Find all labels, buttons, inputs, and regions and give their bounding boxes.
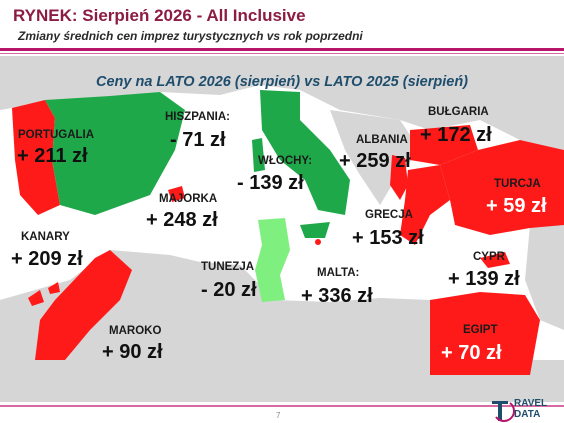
value-bulgaria: + 172 zł: [420, 124, 492, 146]
region-grecja-shape: [400, 165, 450, 245]
region-bulgaria-shape: [410, 125, 478, 165]
region-egipt-shape: [430, 292, 540, 375]
label-turcja: TURCJA: [494, 178, 541, 190]
region-malta-shape: [315, 239, 321, 245]
label-bulgaria: BUŁGARIA: [428, 106, 489, 118]
region-kanary-shape: [28, 282, 60, 306]
label-grecja: GRECJA: [365, 209, 413, 221]
region-hiszpania-shape: [45, 92, 185, 215]
label-portugalia: PORTUGALIA: [18, 129, 95, 141]
value-egipt: + 70 zł: [441, 342, 502, 364]
logo-text-bottom: DATA: [514, 409, 541, 420]
value-wlochy: - 139 zł: [237, 172, 304, 194]
label-malta: MALTA:: [317, 267, 360, 279]
header-rule: [0, 48, 564, 51]
value-grecja: + 153 zł: [352, 227, 424, 249]
region-wlochy-sicily: [300, 222, 330, 238]
value-tunezja: - 20 zł: [201, 279, 257, 301]
value-turcja: + 59 zł: [486, 195, 547, 217]
land-balkans: [330, 110, 420, 205]
land-bottom-band: [0, 360, 564, 402]
region-albania-shape: [390, 155, 408, 200]
label-hiszpania: HISZPANIA:: [165, 111, 230, 123]
label-cypr: CYPR: [473, 251, 505, 263]
travel-data-logo: [492, 401, 515, 422]
value-albania: + 259 zł: [339, 150, 411, 172]
value-malta: + 336 zł: [301, 285, 373, 307]
land-levant: [525, 215, 564, 330]
label-wlochy: WŁOCHY:: [258, 155, 313, 167]
map-svg: [0, 56, 564, 402]
label-egipt: EGIPT: [463, 324, 498, 336]
footer-rule: [0, 405, 564, 407]
label-majorka: MAJORKA: [159, 193, 218, 205]
value-maroko: + 90 zł: [102, 341, 163, 363]
label-tunezja: TUNEZJA: [201, 261, 255, 273]
region-wlochy-shape: [260, 90, 350, 215]
logo-t-glyph: [492, 401, 508, 421]
region-cypr-shape: [480, 252, 510, 268]
price-change-map: [0, 56, 564, 402]
region-wlochy-sardinia: [252, 138, 265, 172]
label-maroko: MAROKO: [109, 325, 162, 337]
value-kanary: + 209 zł: [11, 248, 83, 270]
logo-swoosh: [495, 402, 515, 422]
region-turcja-shape: [440, 140, 564, 235]
slide-subtitle: Zmiany średnich cen imprez turystycznych…: [18, 29, 363, 43]
region-portugalia-shape: [12, 100, 60, 215]
slide-title: RYNEK: Sierpień 2026 - All Inclusive: [13, 6, 306, 25]
land-europe-north: [0, 56, 564, 150]
value-majorka: + 248 zł: [146, 209, 218, 231]
region-tunezja-shape: [255, 218, 290, 302]
label-albania: ALBANIA: [356, 134, 408, 146]
chart-title: Ceny na LATO 2026 (sierpień) vs LATO 202…: [95, 74, 469, 90]
region-maroko-shape: [35, 250, 132, 360]
logo-text-top: RAVEL: [514, 398, 548, 409]
value-cypr: + 139 zł: [448, 268, 520, 290]
value-portugalia: + 211 zł: [17, 145, 88, 167]
header-rule-thin: [0, 53, 564, 54]
label-kanary: KANARY: [21, 231, 70, 243]
region-majorka-shape: [168, 186, 185, 202]
page-number: 7: [276, 411, 281, 420]
value-hiszpania: - 71 zł: [170, 129, 226, 151]
slide-header: RYNEK: Sierpień 2026 - All Inclusive Zmi…: [0, 0, 564, 54]
